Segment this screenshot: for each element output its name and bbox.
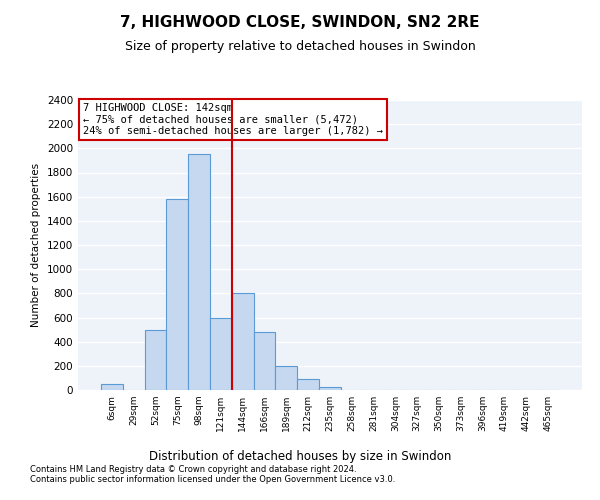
Bar [254,332,275,390]
Bar [145,330,166,390]
Text: 7 HIGHWOOD CLOSE: 142sqm
← 75% of detached houses are smaller (5,472)
24% of sem: 7 HIGHWOOD CLOSE: 142sqm ← 75% of detach… [83,103,383,136]
Bar [101,384,123,390]
Bar [188,154,210,390]
Bar [210,318,232,390]
Text: Contains HM Land Registry data © Crown copyright and database right 2024.: Contains HM Land Registry data © Crown c… [30,466,356,474]
Bar [275,366,297,390]
Y-axis label: Number of detached properties: Number of detached properties [31,163,41,327]
Text: 7, HIGHWOOD CLOSE, SWINDON, SN2 2RE: 7, HIGHWOOD CLOSE, SWINDON, SN2 2RE [120,15,480,30]
Bar [319,387,341,390]
Bar [166,199,188,390]
Bar [232,294,254,390]
Text: Size of property relative to detached houses in Swindon: Size of property relative to detached ho… [125,40,475,53]
Text: Distribution of detached houses by size in Swindon: Distribution of detached houses by size … [149,450,451,463]
Bar [297,379,319,390]
Text: Contains public sector information licensed under the Open Government Licence v3: Contains public sector information licen… [30,476,395,484]
